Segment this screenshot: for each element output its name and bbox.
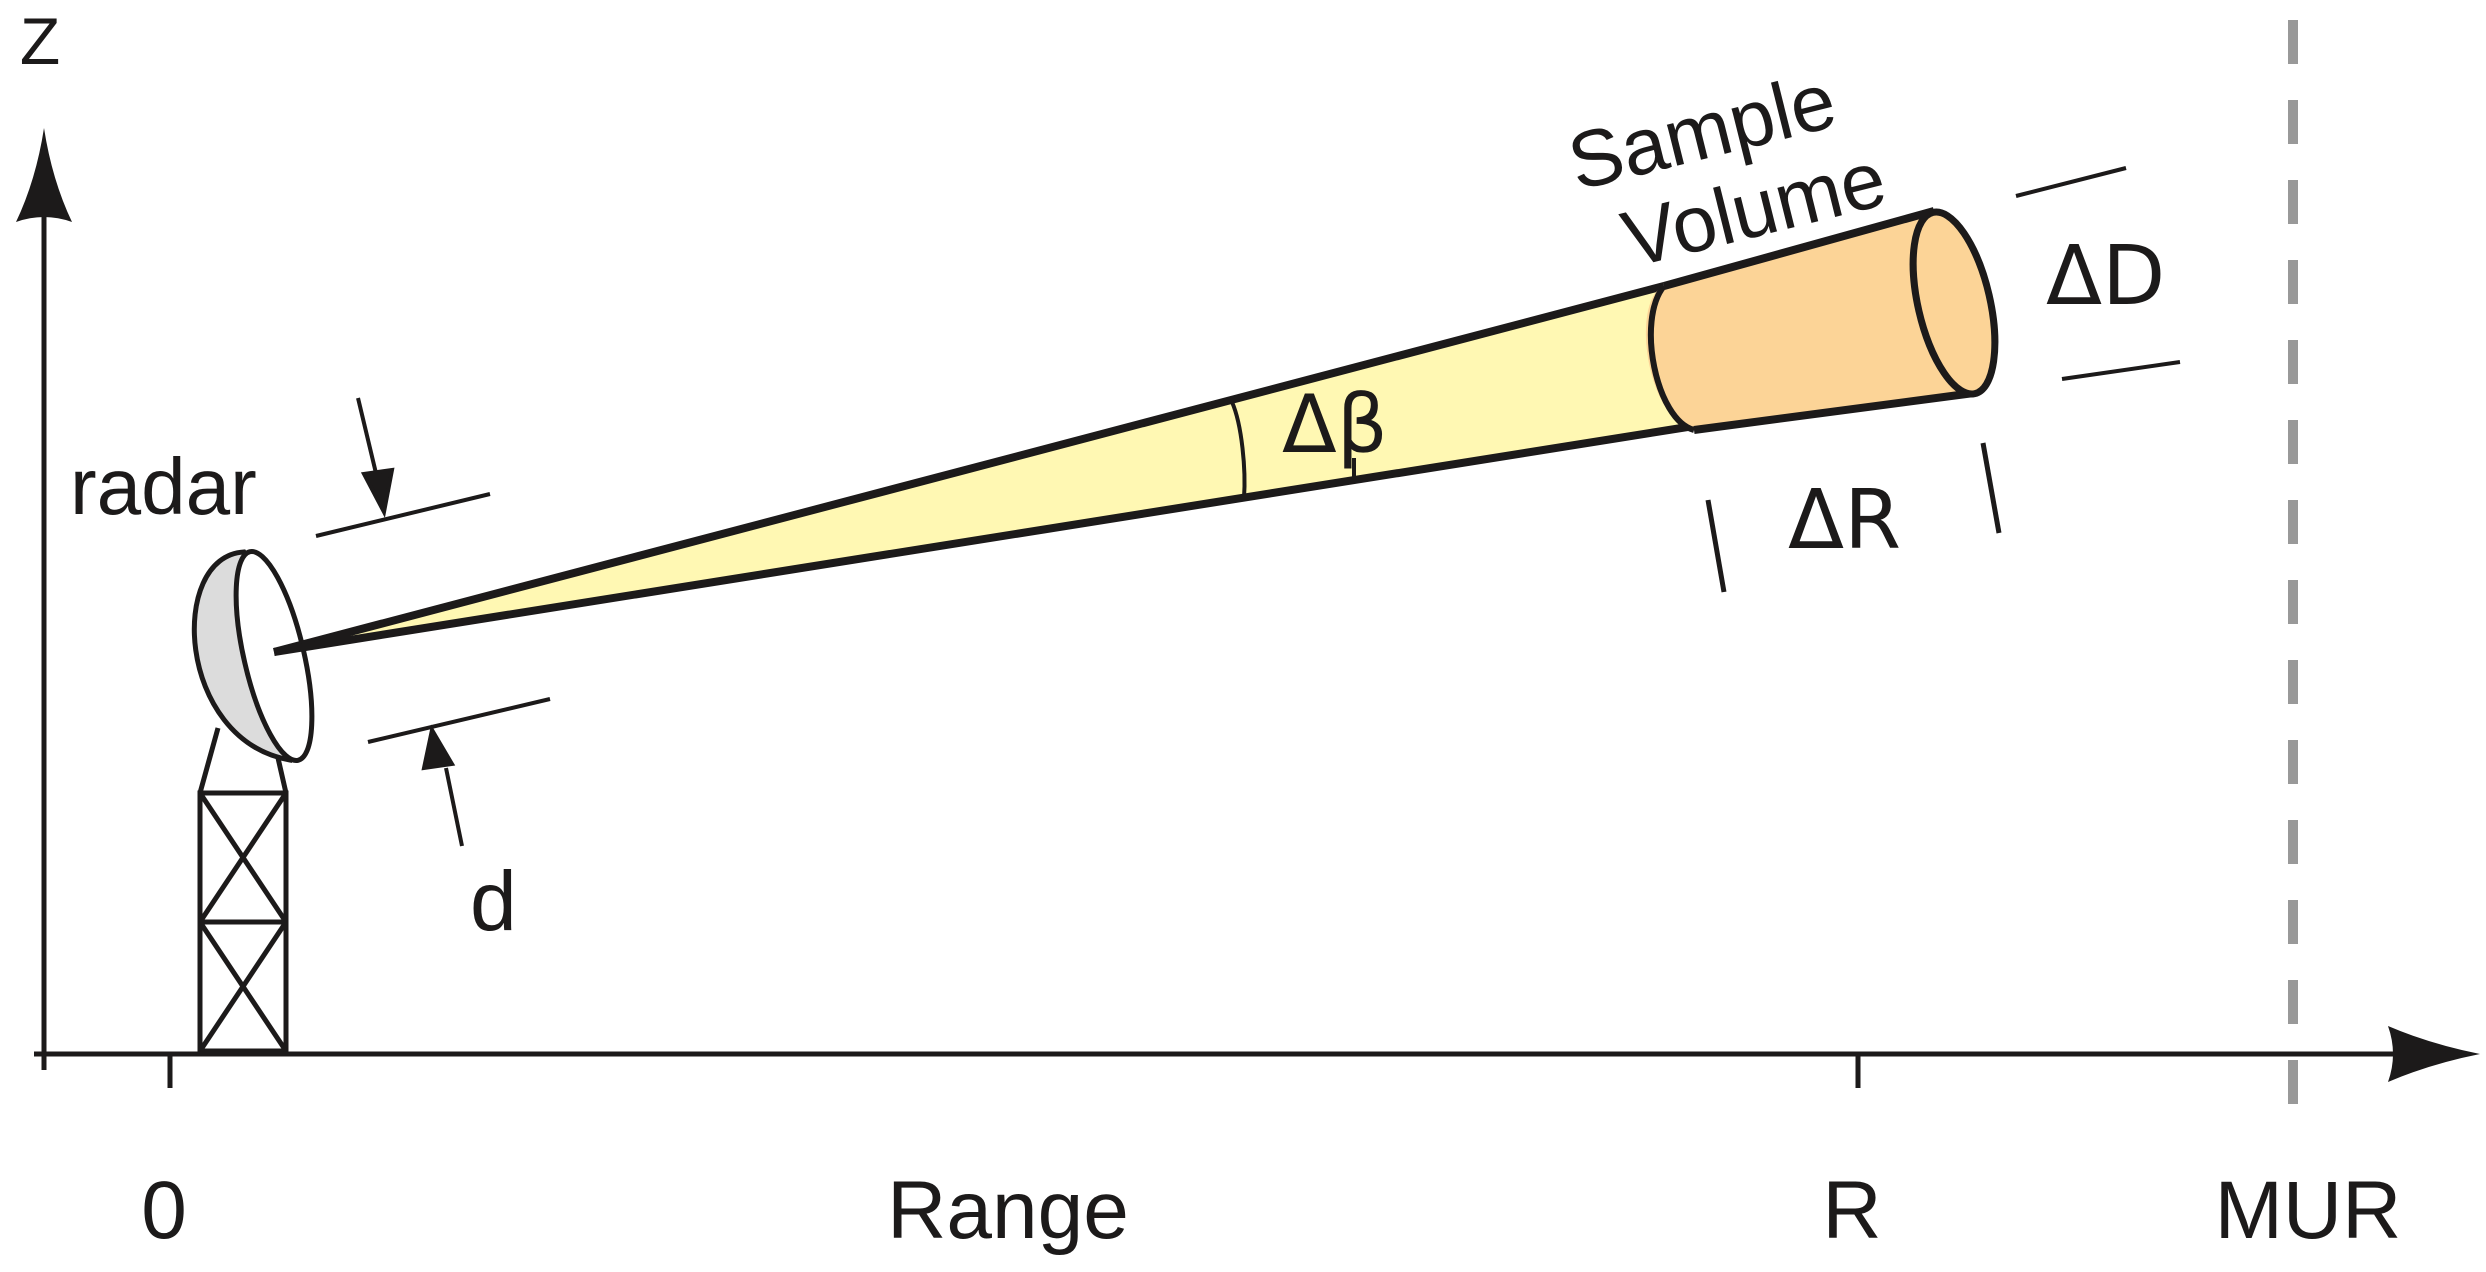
radar-label: radar bbox=[70, 442, 257, 531]
z-axis bbox=[16, 128, 72, 1070]
range-r-label: R bbox=[1822, 1165, 1881, 1256]
dish-diameter-dimension bbox=[315, 397, 551, 847]
sample-volume-body bbox=[1645, 211, 1974, 430]
volume-diameter-dimension bbox=[2015, 166, 2181, 381]
z-axis-arrowhead bbox=[16, 128, 72, 222]
range-axis-label: Range bbox=[887, 1165, 1129, 1256]
dish-diameter-label: d bbox=[470, 854, 517, 948]
beamwidth-arc bbox=[1230, 401, 1247, 499]
range-depth-dimension bbox=[1705, 442, 2002, 593]
max-unambiguous-range-label: MUR bbox=[2215, 1165, 2402, 1256]
sample-volume-end-face bbox=[1909, 208, 1999, 398]
range-axis-arrowhead bbox=[2388, 1026, 2480, 1082]
radar-tower bbox=[197, 727, 289, 1054]
sample-volume bbox=[1645, 207, 1999, 434]
range-axis bbox=[34, 1026, 2480, 1088]
volume-diameter-label: ΔD bbox=[2046, 229, 2165, 324]
z-axis-label: Z bbox=[20, 4, 60, 78]
beamwidth-label: Δβ bbox=[1282, 378, 1388, 471]
origin-label: 0 bbox=[141, 1165, 187, 1256]
range-depth-label: ΔR bbox=[1788, 473, 1901, 568]
radar-dish bbox=[191, 549, 315, 763]
